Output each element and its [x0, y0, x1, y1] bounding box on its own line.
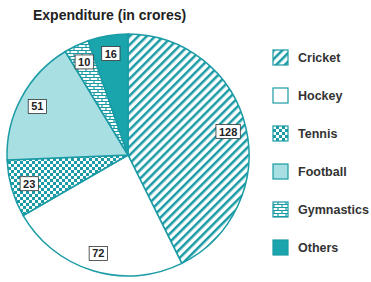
data-label: 16: [105, 48, 117, 60]
legend-label: Gymnastics: [298, 203, 369, 217]
legend-label: Cricket: [298, 51, 341, 65]
title: Expenditure (in crores): [33, 7, 186, 23]
legend-swatch: [273, 88, 288, 103]
data-label: 51: [31, 100, 43, 112]
legend-swatch: [273, 126, 288, 141]
legend: Cricket Hockey Tennis Football Gymnastics Oth…: [273, 50, 369, 255]
data-label: 10: [78, 56, 90, 68]
data-labels: 128 72 23 51 10 16: [20, 47, 240, 261]
legend-swatch: [273, 202, 288, 217]
data-label-box: [75, 55, 93, 69]
data-label: 128: [219, 126, 237, 138]
legend-swatch: [273, 50, 288, 65]
data-label: 72: [92, 247, 104, 259]
data-label-box: [20, 177, 38, 191]
slice: [7, 155, 128, 216]
legend-label: Hockey: [298, 89, 343, 103]
legend-swatch: [273, 240, 288, 255]
pie: [7, 34, 249, 276]
legend-swatch: [273, 164, 288, 179]
legend-label: Football: [298, 165, 347, 179]
data-label-box: [216, 125, 240, 139]
slice: [88, 34, 128, 155]
legend-label: Tennis: [298, 127, 337, 141]
data-label-box: [28, 99, 46, 113]
data-label-box: [102, 47, 120, 61]
data-label-box: [89, 246, 107, 260]
data-label: 23: [23, 178, 35, 190]
chart: Expenditure (in crores) 128 72 23 51 10 16 Cric…: [0, 0, 371, 282]
legend-label: Others: [298, 241, 338, 255]
